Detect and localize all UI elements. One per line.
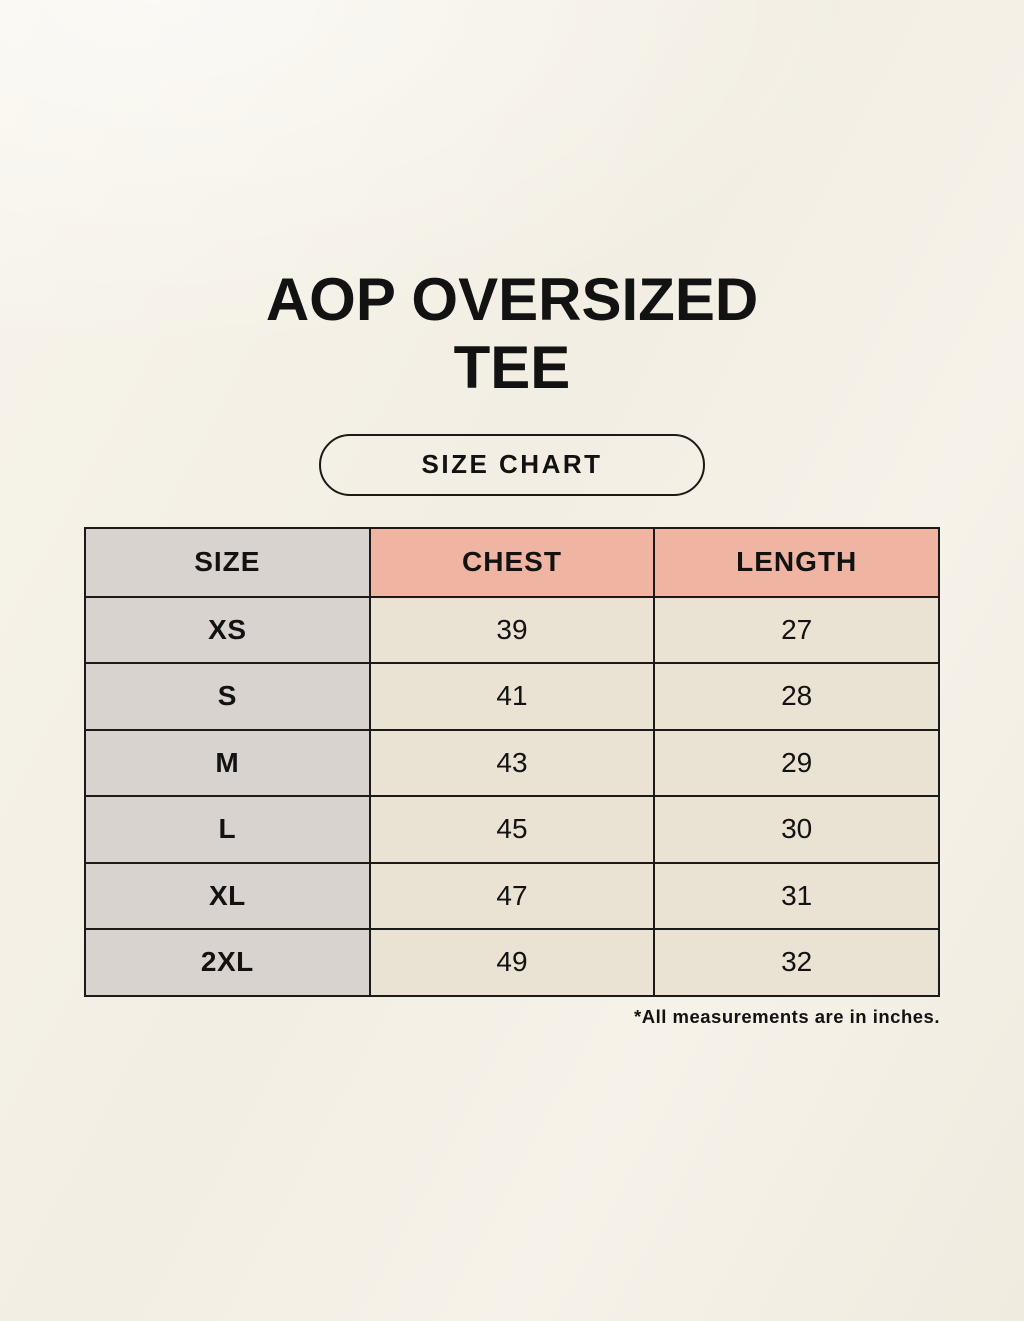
column-header-chest: CHEST (368, 526, 656, 598)
row-size-cell: M (84, 728, 371, 798)
row-size-cell: XL (84, 861, 371, 931)
size-table: SIZE CHEST LENGTH XS 39 27 S 41 28 M 43 29 L 45 30 X… (84, 526, 940, 997)
size-table-container: SIZE CHEST LENGTH XS 39 27 S 41 28 M 43 29 L 45 30 X… (84, 526, 940, 997)
row-chest-cell: 43 (368, 728, 656, 798)
table-row: XL 47 31 (84, 861, 940, 931)
table-row: M 43 29 (84, 728, 940, 798)
row-chest-cell: 47 (368, 861, 656, 931)
column-header-length: LENGTH (653, 526, 940, 598)
row-length-cell: 32 (653, 928, 940, 997)
row-size-cell: S (84, 662, 371, 731)
row-chest-cell: 45 (368, 795, 656, 864)
table-row: S 41 28 (84, 662, 940, 731)
row-length-cell: 29 (653, 728, 940, 798)
header-row: SIZE CHEST LENGTH (84, 526, 940, 598)
table-row: 2XL 49 32 (84, 928, 940, 997)
table-row: L 45 30 (84, 795, 940, 864)
row-length-cell: 27 (653, 595, 940, 665)
row-size-cell: XS (84, 595, 371, 665)
row-length-cell: 28 (653, 662, 940, 731)
table-row: XS 39 27 (84, 595, 940, 665)
row-size-cell: 2XL (84, 928, 371, 997)
measurements-footnote: *All measurements are in inches. (634, 1005, 940, 1027)
size-table-header: SIZE CHEST LENGTH (84, 526, 940, 598)
product-title: AOP OVERSIZED TEE (265, 266, 759, 401)
row-chest-cell: 49 (368, 928, 656, 997)
row-size-cell: L (84, 795, 371, 864)
size-chart-badge-label: SIZE CHART (421, 449, 603, 480)
row-length-cell: 31 (653, 861, 940, 931)
column-header-size: SIZE (84, 526, 371, 598)
row-chest-cell: 41 (368, 662, 656, 731)
row-chest-cell: 39 (368, 595, 656, 665)
size-table-body: XS 39 27 S 41 28 M 43 29 L 45 30 XL 47 31 2XL 49 32 (84, 595, 940, 997)
size-chart-badge: SIZE CHART (319, 433, 705, 496)
row-length-cell: 30 (653, 795, 940, 864)
